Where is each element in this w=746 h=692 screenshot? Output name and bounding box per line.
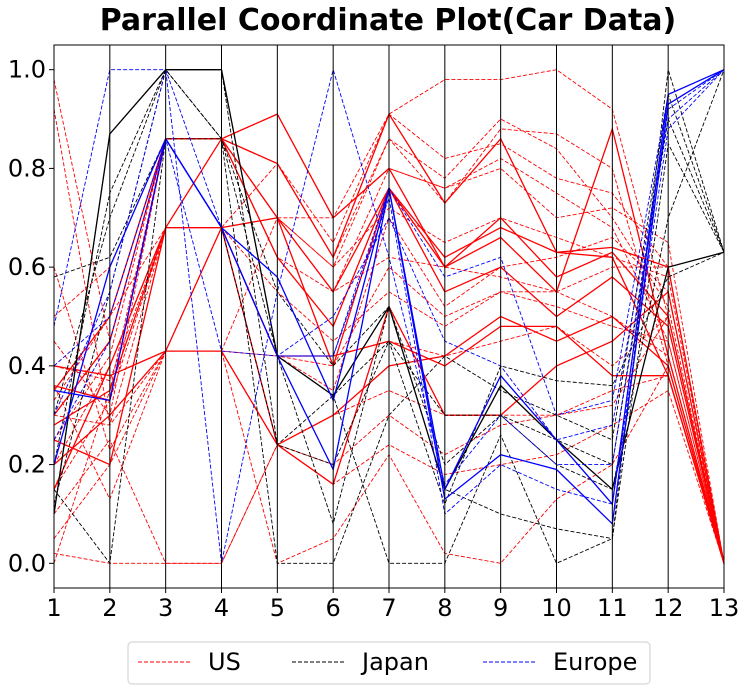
x-tick-label-4: 4 — [214, 594, 229, 622]
x-tick-label-11: 11 — [597, 594, 628, 622]
x-tick-label-10: 10 — [541, 594, 572, 622]
x-tick-label-3: 3 — [158, 594, 173, 622]
axes-layer — [53, 45, 725, 588]
x-tick-label-1: 1 — [46, 594, 61, 622]
x-tick-label-9: 9 — [493, 594, 508, 622]
y-ticks: 0.0 0.2 0.4 0.6 0.8 1.0 — [8, 56, 54, 577]
x-tick-label-7: 7 — [381, 594, 396, 622]
y-tick-label-5: 1.0 — [8, 56, 46, 84]
x-tick-label-8: 8 — [437, 594, 452, 622]
chart-title: Parallel Coordinate Plot(Car Data) — [100, 3, 677, 38]
x-tick-label-12: 12 — [653, 594, 684, 622]
y-tick-label-0: 0.0 — [8, 549, 46, 577]
y-tick-label-2: 0.4 — [8, 352, 46, 380]
x-tick-label-6: 6 — [326, 594, 341, 622]
y-tick-label-3: 0.6 — [8, 253, 46, 281]
y-tick-label-4: 0.8 — [8, 154, 46, 182]
legend-box — [127, 641, 651, 685]
y-tick-label-1: 0.2 — [8, 451, 46, 479]
legend-label-europe: Europe — [553, 648, 637, 676]
x-tick-label-2: 2 — [102, 594, 117, 622]
x-tick-label-5: 5 — [270, 594, 285, 622]
x-ticks: 1 2 3 4 5 6 7 8 9 10 11 12 13 — [46, 588, 739, 622]
legend: US Japan Europe — [127, 641, 651, 685]
legend-label-us: US — [208, 648, 241, 676]
x-tick-label-13: 13 — [709, 594, 740, 622]
legend-label-japan: Japan — [360, 648, 429, 676]
